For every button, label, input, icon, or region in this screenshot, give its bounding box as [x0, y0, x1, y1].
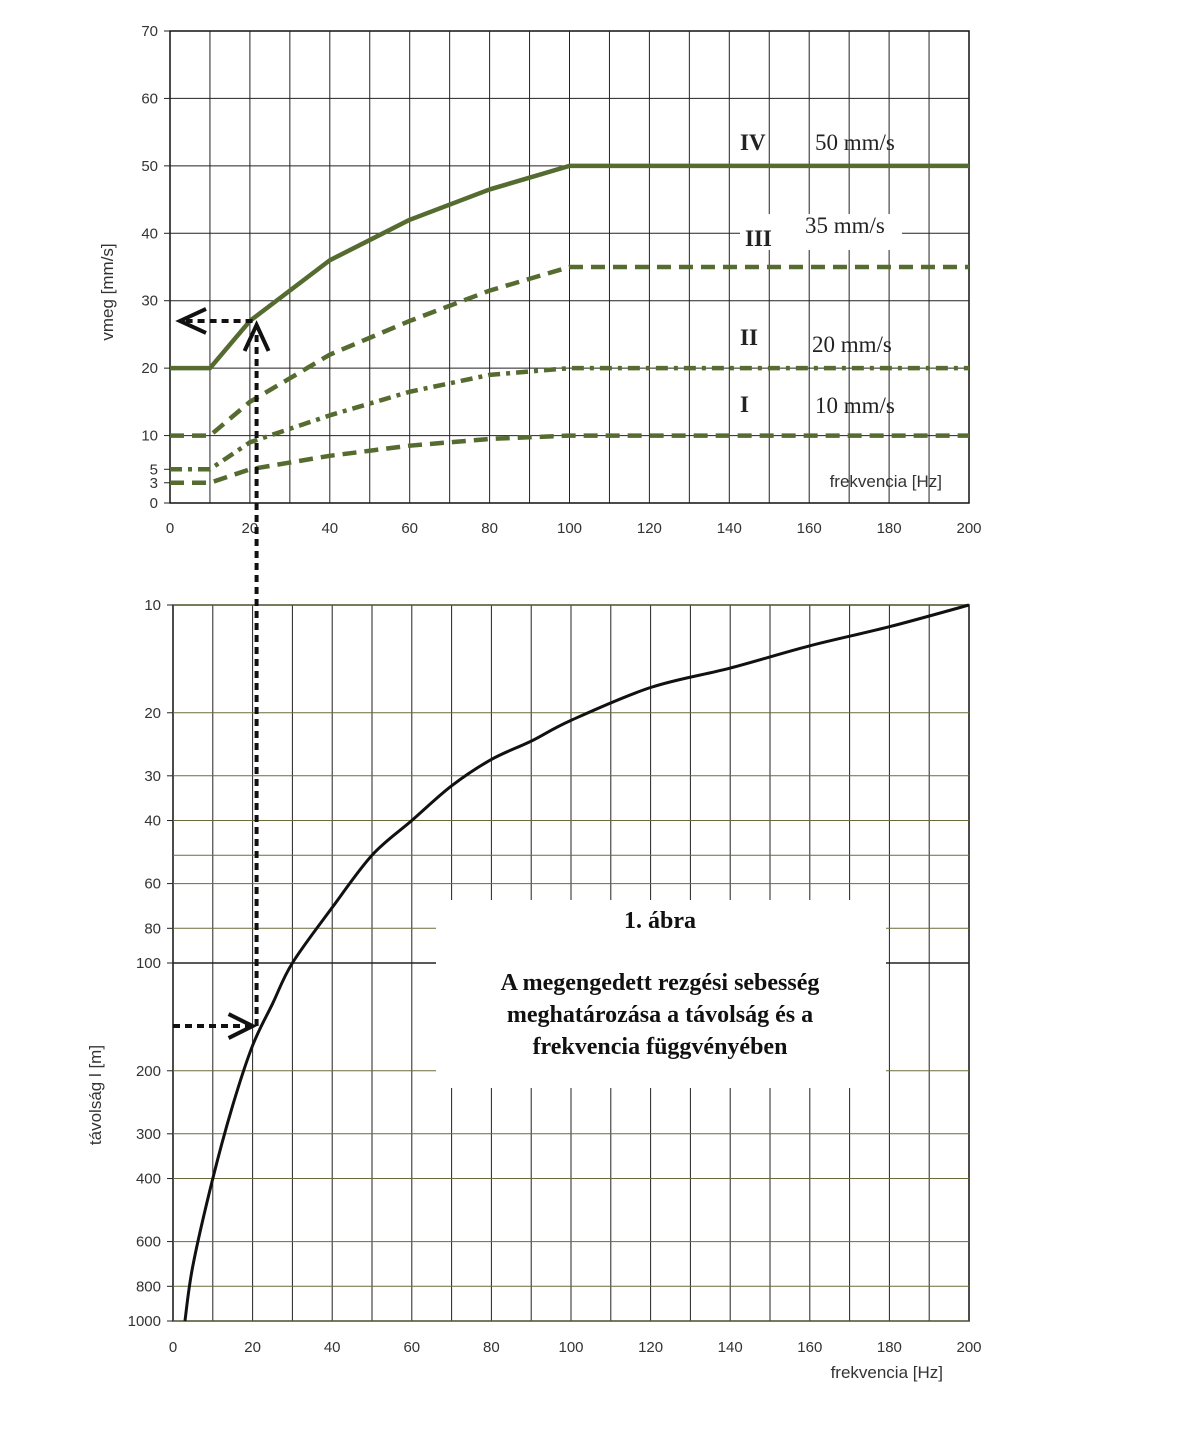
bottom-ytick-label: 1000 — [128, 1313, 161, 1330]
bottom-ylabel: távolság l [m] — [86, 1045, 105, 1145]
top-ytick-label: 0 — [150, 495, 158, 512]
bottom-xtick-label: 160 — [797, 1339, 822, 1356]
caption-line-1: A megengedett rezgési sebesség — [501, 970, 820, 996]
bottom-ytick-label: 10 — [144, 597, 161, 614]
bottom-xtick-label: 80 — [483, 1339, 500, 1356]
bottom-xtick-label: 60 — [403, 1339, 420, 1356]
label-iii: III — [745, 226, 772, 251]
top-xtick-label: 100 — [557, 520, 582, 537]
reading-guide — [173, 307, 271, 1040]
value-ii: 20 mm/s — [812, 332, 892, 357]
top-ytick-label: 40 — [141, 225, 158, 242]
bottom-xtick-label: 100 — [558, 1339, 583, 1356]
bottom-ytick-label: 80 — [144, 920, 161, 937]
bottom-xtick-label: 120 — [638, 1339, 663, 1356]
bottom-ytick-label: 30 — [144, 768, 161, 785]
bottom-xtick-label: 40 — [324, 1339, 341, 1356]
caption-line-3: frekvencia függvényében — [533, 1034, 788, 1060]
bottom-ytick-label: 60 — [144, 876, 161, 893]
bottom-ytick-label: 20 — [144, 705, 161, 722]
caption-line-2: meghatározása a távolság és a — [507, 1002, 813, 1028]
bottom-xlabel: frekvencia [Hz] — [831, 1363, 943, 1382]
bottom-ytick-label: 400 — [136, 1171, 161, 1188]
caption: 1. ábra A megengedett rezgési sebesség m… — [501, 908, 820, 1060]
bottom-ytick-label: 600 — [136, 1234, 161, 1251]
top-ytick-label: 10 — [141, 428, 158, 445]
bottom-chart: 0 20 40 60 80 100 120 140 160 180 200 10 20 30 40 60 80 1… — [86, 597, 982, 1382]
bottom-tick-labels: 0 20 40 60 80 100 120 140 160 180 200 10 20 30 40 60 80 1… — [128, 597, 982, 1356]
bottom-ytick-label: 300 — [136, 1126, 161, 1143]
series-iii-line — [170, 264, 969, 438]
bottom-ytick-label: 200 — [136, 1063, 161, 1080]
value-iii: 35 mm/s — [805, 213, 885, 238]
caption-box — [436, 900, 886, 1088]
bottom-ytick-label: 100 — [136, 955, 161, 972]
top-annotations: IV 50 mm/s III 35 mm/s II 20 mm/s I 10 m… — [740, 130, 902, 418]
top-ytick-label: 20 — [141, 360, 158, 377]
top-xtick-label: 80 — [481, 520, 498, 537]
top-xtick-label: 160 — [797, 520, 822, 537]
top-xtick-label: 20 — [242, 520, 259, 537]
top-ytick-label: 3 — [150, 475, 158, 492]
series-iv-line — [170, 163, 969, 371]
bottom-series-group — [183, 603, 970, 1322]
bottom-ytick-label: 800 — [136, 1278, 161, 1295]
series-ii-line — [170, 365, 969, 472]
bottom-grid — [167, 604, 970, 1322]
top-xtick-label: 40 — [321, 520, 338, 537]
bottom-xtick-label: 20 — [244, 1339, 261, 1356]
top-xtick-label: 200 — [956, 520, 981, 537]
top-xtick-label: 140 — [717, 520, 742, 537]
bottom-xtick-label: 200 — [956, 1339, 981, 1356]
top-xtick-label: 120 — [637, 520, 662, 537]
label-ii: II — [740, 325, 758, 350]
bottom-xtick-label: 140 — [718, 1339, 743, 1356]
top-ytick-label: 70 — [141, 23, 158, 40]
top-chart: 0 20 40 60 80 100 120 140 160 180 200 0 35 10 20 30 40 50… — [98, 23, 982, 537]
guide-arrowhead-left — [175, 307, 207, 335]
guide-arrowhead-up — [242, 320, 271, 352]
top-xtick-label: 60 — [401, 520, 418, 537]
distance-curve — [183, 603, 970, 1322]
top-series-group — [170, 163, 969, 486]
caption-title: 1. ábra — [624, 908, 696, 934]
bottom-ytick-label: 40 — [144, 813, 161, 830]
top-tick-labels: 0 20 40 60 80 100 120 140 160 180 200 0 35 10 20 30 40 50… — [141, 23, 981, 537]
label-iii-background — [740, 214, 902, 250]
top-ytick-label: 30 — [141, 293, 158, 310]
bottom-xtick-label: 0 — [169, 1339, 177, 1356]
value-iv: 50 mm/s — [815, 130, 895, 155]
label-iv: IV — [740, 130, 766, 155]
top-xtick-label: 180 — [877, 520, 902, 537]
label-i: I — [740, 392, 749, 417]
bottom-xtick-label: 180 — [877, 1339, 902, 1356]
top-ylabel: vmeg [mm/s] — [98, 243, 117, 340]
top-xtick-label: 0 — [166, 520, 174, 537]
guide-arrowhead-right — [227, 1012, 258, 1040]
series-i-line — [170, 433, 969, 486]
top-grid — [164, 30, 970, 504]
top-ytick-label: 60 — [141, 90, 158, 107]
top-xlabel: frekvencia [Hz] — [830, 472, 942, 491]
top-ytick-label: 50 — [141, 158, 158, 175]
value-i: 10 mm/s — [815, 393, 895, 418]
top-ytick-label: 5 — [150, 461, 158, 478]
